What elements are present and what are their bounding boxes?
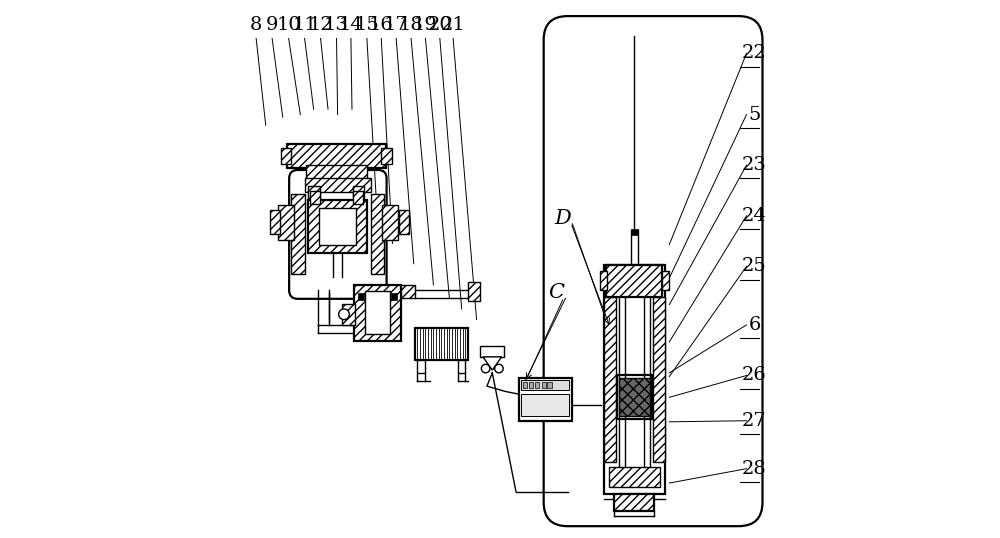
Bar — [458, 359, 465, 373]
Bar — [365, 292, 390, 335]
Text: 10: 10 — [276, 16, 301, 34]
Bar — [542, 382, 546, 388]
Text: 22: 22 — [742, 44, 767, 62]
Bar — [521, 380, 569, 390]
Bar — [619, 378, 650, 416]
Bar — [480, 346, 504, 357]
Circle shape — [495, 364, 503, 373]
Bar — [604, 265, 665, 494]
Text: 21: 21 — [441, 16, 466, 34]
Text: 6: 6 — [748, 316, 761, 334]
Bar — [529, 382, 533, 388]
Bar — [521, 394, 569, 416]
Bar — [306, 165, 367, 187]
Bar — [399, 210, 409, 235]
Bar — [354, 285, 401, 341]
Bar — [319, 208, 356, 245]
Bar — [382, 205, 398, 240]
Text: 28: 28 — [742, 459, 767, 478]
Bar — [278, 205, 294, 240]
Text: 24: 24 — [742, 207, 767, 225]
Text: 18: 18 — [399, 16, 423, 34]
Bar — [614, 494, 654, 511]
Polygon shape — [483, 357, 502, 370]
Text: 13: 13 — [324, 16, 349, 34]
Text: 25: 25 — [742, 257, 767, 275]
Bar — [547, 382, 552, 388]
Bar — [417, 359, 425, 373]
Bar — [270, 210, 280, 235]
Text: 27: 27 — [742, 412, 767, 430]
Text: 15: 15 — [355, 16, 379, 34]
Bar — [519, 378, 572, 421]
Text: C: C — [548, 284, 564, 302]
Bar — [353, 191, 363, 204]
Bar — [600, 271, 607, 291]
Circle shape — [481, 364, 490, 373]
Text: 8: 8 — [250, 16, 262, 34]
Circle shape — [339, 309, 349, 320]
Bar — [342, 303, 355, 325]
Bar — [281, 147, 291, 164]
Text: 14: 14 — [339, 16, 363, 34]
Bar — [523, 382, 527, 388]
Text: 9: 9 — [266, 16, 278, 34]
Bar — [353, 187, 364, 198]
Text: D: D — [554, 209, 571, 228]
Text: 23: 23 — [742, 156, 767, 174]
Text: 26: 26 — [742, 366, 767, 385]
Bar — [606, 265, 662, 296]
Text: 19: 19 — [413, 16, 438, 34]
Bar — [604, 296, 616, 462]
Bar — [381, 147, 392, 164]
Bar — [287, 144, 386, 168]
Bar — [662, 271, 669, 291]
Bar — [371, 194, 384, 274]
Bar — [305, 179, 371, 192]
Text: 12: 12 — [308, 16, 333, 34]
FancyBboxPatch shape — [289, 170, 387, 299]
Text: 5: 5 — [748, 105, 761, 124]
Bar — [535, 382, 539, 388]
Text: 17: 17 — [384, 16, 409, 34]
Bar — [308, 200, 367, 253]
Text: 11: 11 — [292, 16, 317, 34]
Bar — [401, 285, 415, 298]
Bar — [308, 187, 320, 198]
Text: 16: 16 — [369, 16, 394, 34]
Bar — [631, 229, 638, 236]
Bar — [391, 294, 397, 300]
Bar — [653, 296, 665, 462]
Bar — [617, 376, 652, 419]
Bar — [358, 294, 364, 300]
Text: 20: 20 — [427, 16, 452, 34]
Bar — [468, 282, 480, 301]
Bar — [291, 194, 305, 274]
Bar — [609, 467, 660, 487]
Bar — [415, 328, 468, 359]
Bar — [310, 191, 320, 204]
